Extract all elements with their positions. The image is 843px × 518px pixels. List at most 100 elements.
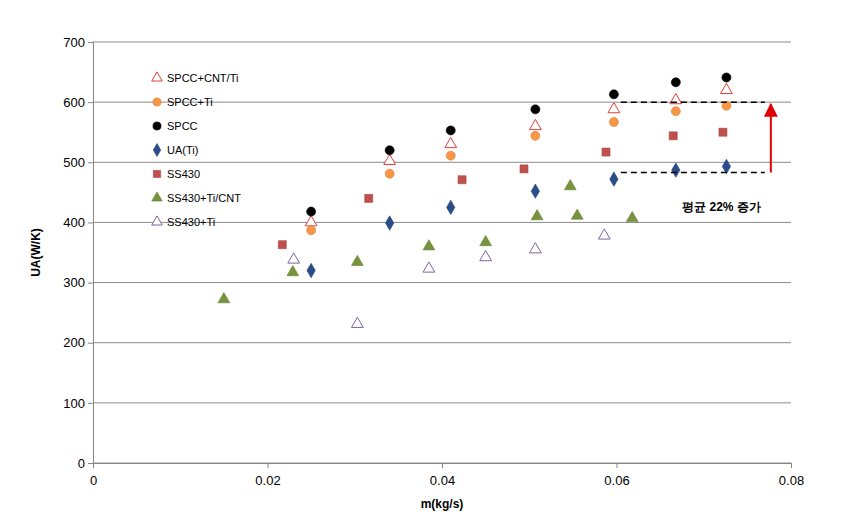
tick: 0.06 bbox=[604, 463, 629, 488]
legend-item: SPCC+CNT/Ti bbox=[152, 72, 239, 84]
grid-line bbox=[93, 162, 791, 163]
series bbox=[218, 180, 638, 303]
legend-item: SS430 bbox=[153, 168, 200, 180]
point bbox=[626, 211, 638, 221]
legend-marker bbox=[153, 170, 160, 177]
tick-mark bbox=[88, 463, 93, 464]
tick: 0 bbox=[78, 456, 93, 471]
tick-label: 0.08 bbox=[779, 473, 804, 488]
point bbox=[351, 317, 363, 327]
point bbox=[365, 194, 373, 202]
point bbox=[598, 229, 610, 239]
legend-marker bbox=[153, 98, 161, 106]
tick: 200 bbox=[63, 335, 93, 350]
reference-line bbox=[621, 172, 765, 174]
legend-label: SS430+Ti bbox=[167, 216, 215, 228]
y-axis-title: UA(W/K) bbox=[29, 228, 43, 277]
grid-line bbox=[93, 282, 791, 283]
grid-line bbox=[93, 342, 791, 343]
tick-label: 0.04 bbox=[430, 473, 455, 488]
point bbox=[385, 216, 393, 230]
point bbox=[529, 243, 541, 253]
plot: 0 0.02 0.04 0.06 0.08 0 100 200 300 400 500 600 700 평… bbox=[63, 35, 804, 489]
point bbox=[610, 172, 618, 186]
tick-label: 0 bbox=[78, 456, 85, 471]
point bbox=[722, 159, 730, 173]
point bbox=[423, 240, 435, 250]
point bbox=[602, 148, 610, 156]
legend-marker bbox=[153, 122, 161, 130]
legend: SPCC+CNT/Ti SPCC+Ti SPCC UA(Ti) SS430 SS430+T… bbox=[152, 72, 241, 228]
series bbox=[278, 128, 727, 248]
point bbox=[384, 154, 396, 164]
tick-label: 700 bbox=[63, 35, 85, 50]
grid-line bbox=[93, 402, 791, 403]
reference-line bbox=[621, 101, 765, 103]
legend-marker bbox=[152, 72, 163, 81]
tick-label: 100 bbox=[63, 396, 85, 411]
point bbox=[351, 255, 363, 265]
series bbox=[288, 229, 610, 328]
tick-mark bbox=[88, 102, 93, 103]
y-grid bbox=[93, 42, 791, 463]
annotation-text: 평균 22% 증가 bbox=[682, 200, 761, 214]
tick: 300 bbox=[63, 275, 93, 290]
series bbox=[307, 159, 731, 277]
tick: 0 bbox=[90, 463, 97, 488]
tick-mark bbox=[791, 463, 792, 468]
point bbox=[307, 263, 315, 277]
tick-mark bbox=[268, 463, 269, 468]
tick: 700 bbox=[63, 35, 93, 50]
point bbox=[609, 117, 618, 126]
point bbox=[671, 78, 680, 87]
tick: 100 bbox=[63, 396, 93, 411]
point bbox=[609, 90, 618, 99]
point bbox=[480, 235, 492, 245]
legend-item: SPCC+Ti bbox=[153, 96, 213, 108]
point bbox=[446, 126, 455, 135]
point bbox=[307, 207, 316, 216]
point bbox=[385, 169, 394, 178]
tick-mark bbox=[88, 283, 93, 284]
tick-mark bbox=[88, 403, 93, 404]
tick-label: 200 bbox=[63, 335, 85, 350]
point bbox=[445, 137, 457, 147]
point bbox=[458, 176, 466, 184]
tick: 0.08 bbox=[779, 463, 804, 488]
tick: 0.02 bbox=[255, 463, 280, 488]
point bbox=[288, 253, 300, 263]
points bbox=[218, 73, 732, 327]
tick: 600 bbox=[63, 95, 93, 110]
point bbox=[287, 266, 299, 276]
legend-item: UA(Ti) bbox=[153, 144, 198, 157]
legend-label: SPCC bbox=[167, 120, 198, 132]
legend-item: SS430+Ti/CNT bbox=[152, 192, 241, 204]
chart: 0 0.02 0.04 0.06 0.08 0 100 200 300 400 500 600 700 평… bbox=[0, 0, 843, 518]
tick: 500 bbox=[63, 155, 93, 170]
point bbox=[218, 293, 230, 303]
tick-label: 0 bbox=[90, 473, 97, 488]
tick-mark bbox=[442, 463, 443, 468]
point bbox=[671, 107, 680, 116]
legend-label: UA(Ti) bbox=[167, 144, 198, 156]
tick-label: 500 bbox=[63, 155, 85, 170]
legend-label: SPCC+CNT/Ti bbox=[167, 72, 238, 84]
arrow bbox=[770, 104, 772, 172]
point bbox=[520, 165, 528, 173]
point bbox=[721, 83, 733, 93]
tick-label: 600 bbox=[63, 95, 85, 110]
tick-mark bbox=[88, 42, 93, 43]
point bbox=[669, 132, 677, 140]
point bbox=[531, 131, 540, 140]
grid-line bbox=[93, 42, 791, 43]
x-axis-title: m(kg/s) bbox=[421, 497, 464, 511]
point bbox=[672, 163, 680, 177]
point bbox=[423, 262, 435, 272]
tick-mark bbox=[88, 343, 93, 344]
point bbox=[480, 251, 492, 261]
legend-item: SS430+Ti bbox=[152, 216, 215, 228]
point bbox=[307, 226, 316, 235]
tick: 400 bbox=[63, 215, 93, 230]
point bbox=[571, 209, 583, 219]
tick-label: 300 bbox=[63, 275, 85, 290]
